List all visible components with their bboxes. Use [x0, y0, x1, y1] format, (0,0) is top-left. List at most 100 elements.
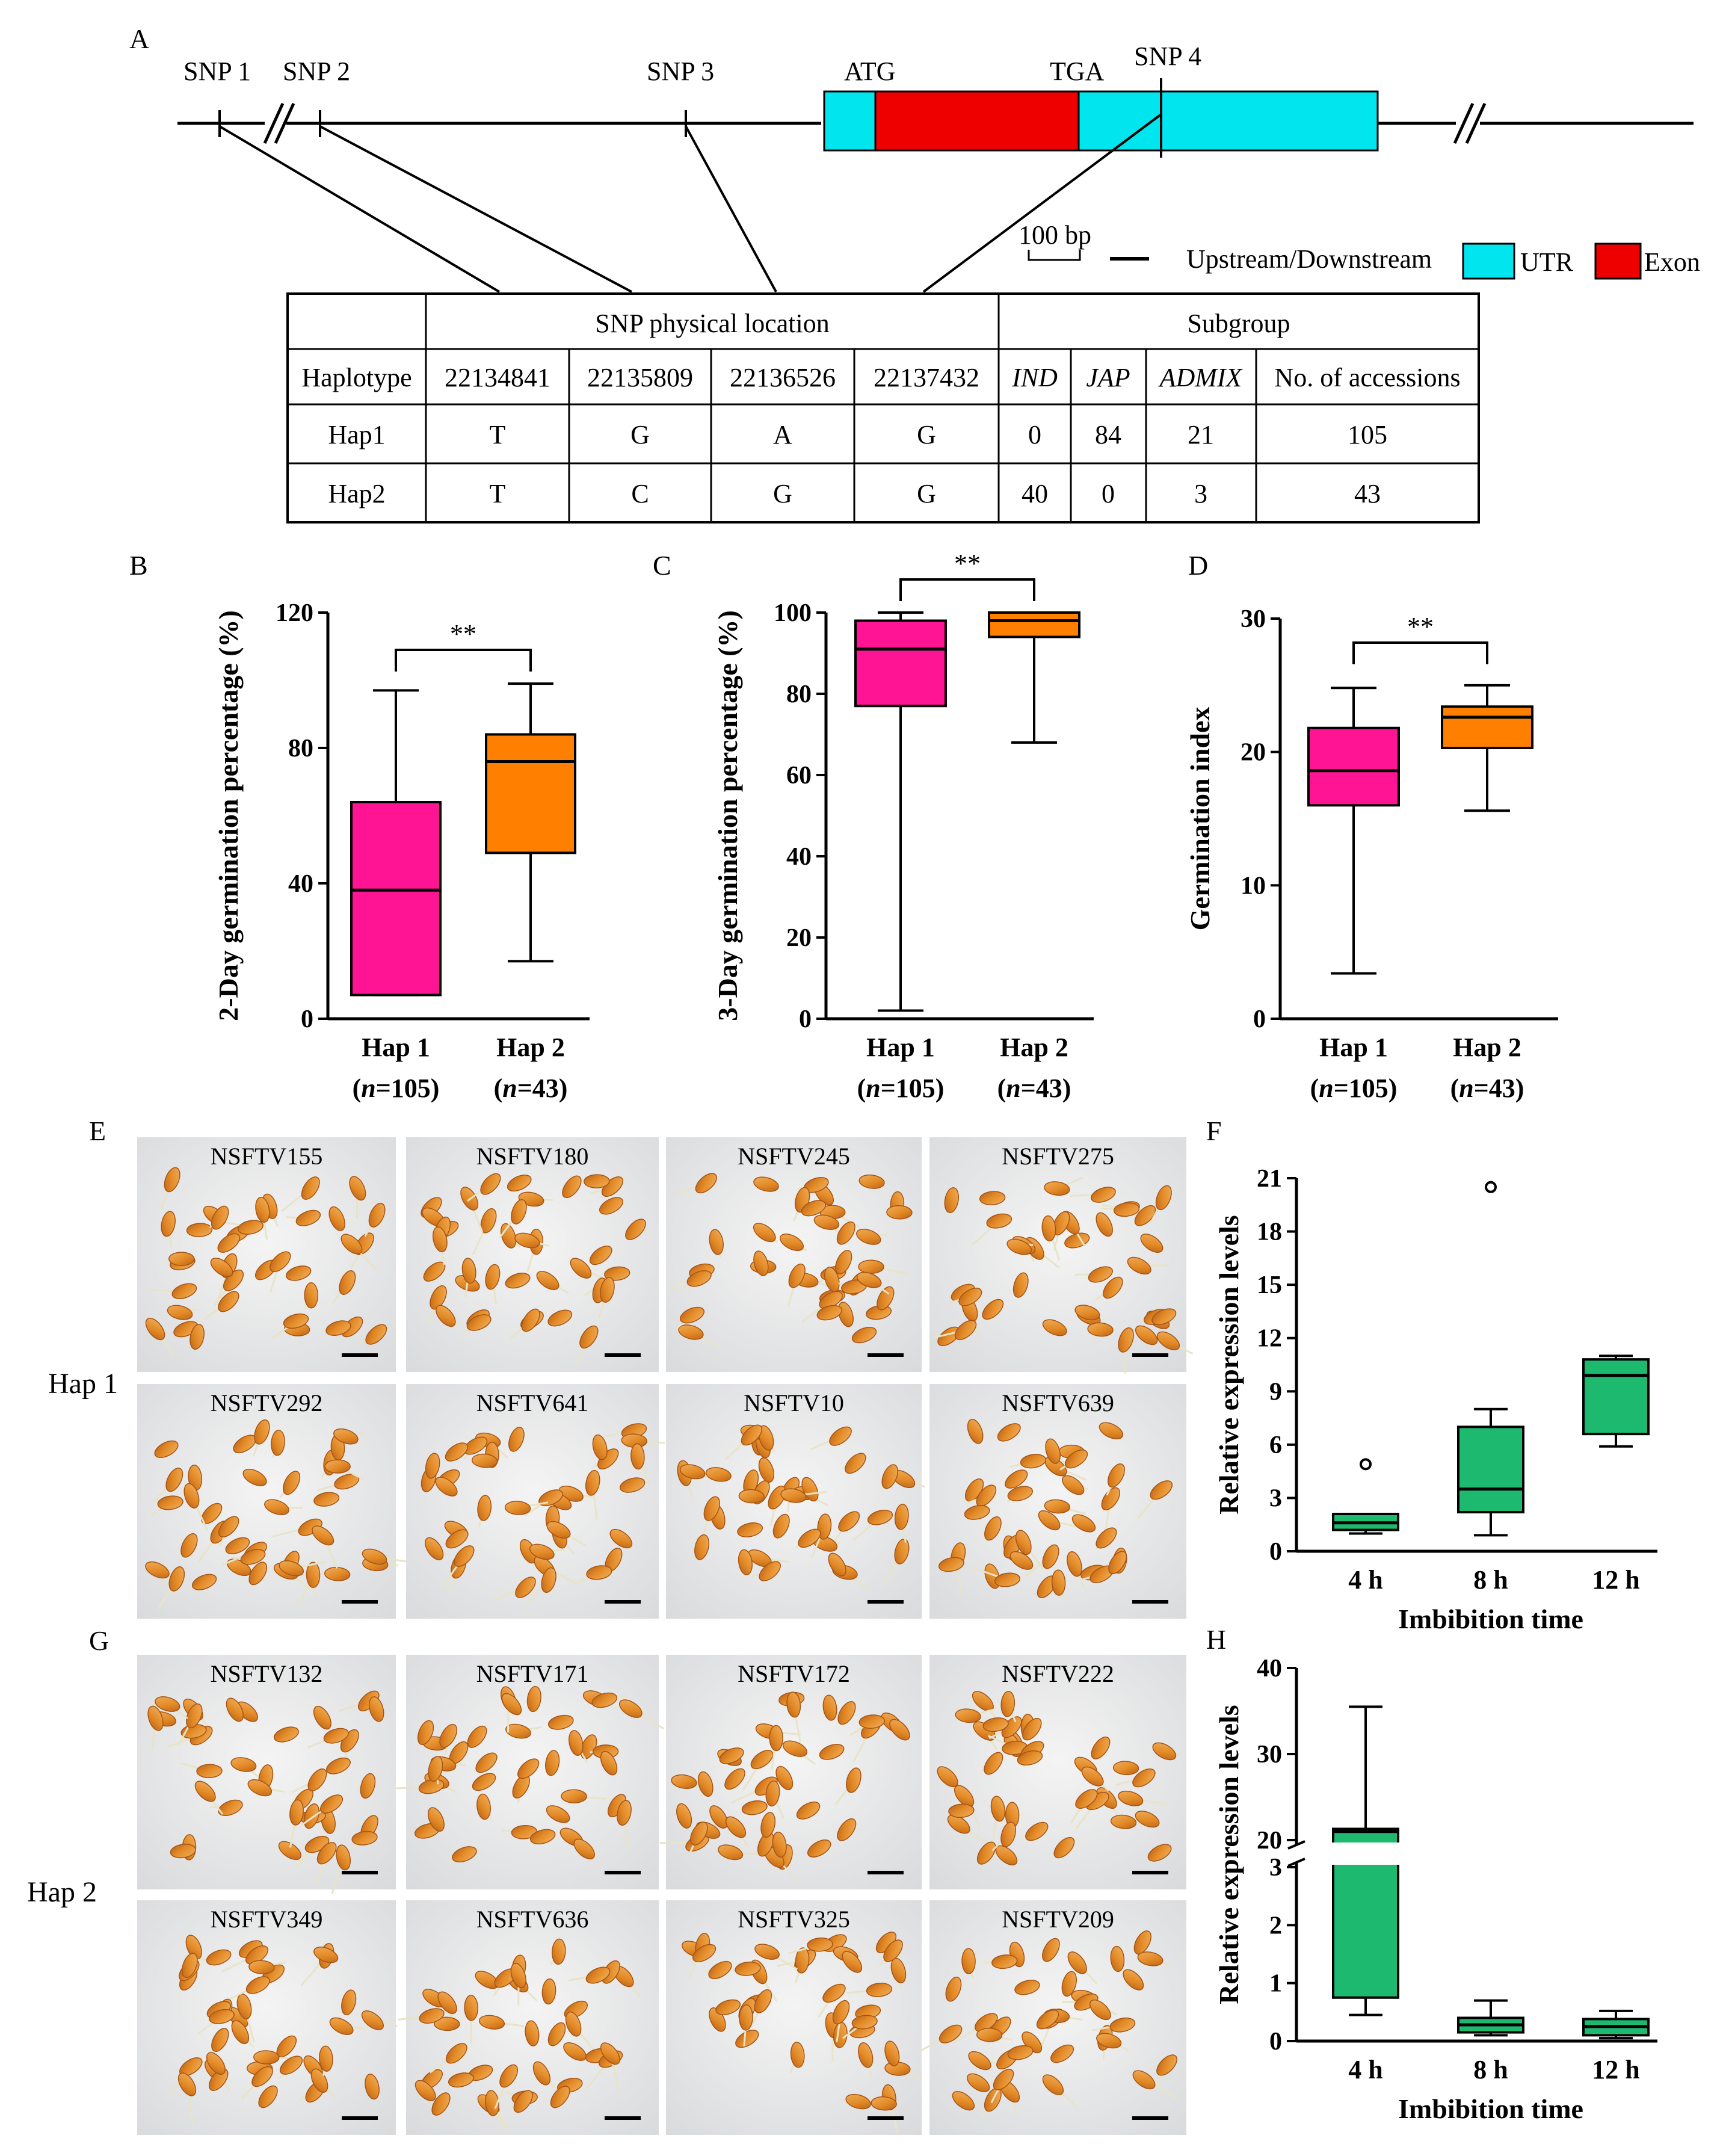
- seed-photo: NSFTV180: [406, 1137, 659, 1372]
- y-tick-label: 0: [1269, 2028, 1282, 2056]
- seed: [982, 1299, 1004, 1320]
- seed: [360, 1773, 376, 1799]
- seed: [238, 1220, 264, 1235]
- seed: [515, 1577, 536, 1598]
- seed: [445, 2043, 467, 2064]
- legend-exon-label: Exon: [1644, 247, 1700, 277]
- seed: [1137, 1951, 1164, 1966]
- seed: [990, 1796, 1006, 1822]
- utr-3prime: [1077, 90, 1379, 152]
- seed-photo: NSFTV155: [137, 1137, 396, 1372]
- legend-utr-swatch: [1462, 242, 1515, 280]
- y-tick-label: 12: [1257, 1325, 1282, 1353]
- seed: [796, 1801, 821, 1820]
- seed: [1091, 1736, 1111, 1759]
- seed: [313, 1705, 331, 1730]
- seed: [550, 2086, 570, 2108]
- seed: [301, 1176, 320, 1200]
- seed: [171, 1283, 197, 1299]
- chart-b-2day-germination: 0 40 80 120 2-Day germination percentage (%)…: [213, 599, 590, 1103]
- seed: [521, 1308, 540, 1332]
- seed: [511, 1199, 527, 1225]
- seed: [883, 1939, 903, 1962]
- seed: [253, 2050, 280, 2065]
- seed: [570, 1258, 592, 1279]
- seed: [278, 1841, 302, 1861]
- break-mark: [263, 102, 285, 144]
- seed: [206, 2052, 226, 2075]
- seed: [1156, 1331, 1180, 1350]
- seed: [231, 2020, 250, 2045]
- seed: [480, 1173, 501, 1195]
- seed: [600, 2042, 620, 2065]
- y-tick-label: 30: [1241, 605, 1266, 633]
- seed: [788, 1263, 806, 1288]
- seed: [979, 1191, 1006, 1206]
- seed: [562, 1175, 582, 1199]
- table-cell: G: [917, 479, 936, 508]
- seed: [1081, 1766, 1104, 1787]
- y-axis-label: Relative expression levels: [1213, 1705, 1244, 2004]
- seed: [325, 1320, 351, 1336]
- seed-photo: NSFTV222: [929, 1655, 1186, 1889]
- seed: [1113, 1202, 1140, 1217]
- seed: [168, 1566, 185, 1592]
- seed: [1074, 1305, 1100, 1321]
- seed: [725, 1816, 747, 1838]
- seed: [428, 1756, 443, 1782]
- seed: [937, 1766, 958, 1788]
- x-category-label: Hap 1: [362, 1033, 430, 1062]
- y-tick-label: 0: [301, 1005, 313, 1033]
- seed: [218, 1291, 239, 1312]
- seed: [829, 1426, 852, 1446]
- exon: [874, 90, 1080, 152]
- seed: [478, 2015, 505, 2030]
- seed: [1096, 1527, 1117, 1549]
- seed: [753, 1223, 776, 1243]
- seed: [431, 2092, 451, 2116]
- seed: [1103, 1276, 1123, 1299]
- seed: [982, 1717, 1009, 1732]
- seed: [1096, 2033, 1122, 2049]
- seed: [145, 1317, 165, 1341]
- x-category-label: 4 h: [1348, 1565, 1382, 1595]
- y-tick-label: 120: [276, 599, 313, 627]
- accession-label: NSFTV636: [476, 1906, 589, 1933]
- seed: [1135, 1325, 1158, 1345]
- seed: [324, 1459, 351, 1474]
- table-column-header: IND: [1011, 363, 1058, 392]
- seed: [832, 2000, 850, 2025]
- seed: [835, 1250, 852, 1274]
- seed: [856, 1271, 882, 1288]
- y-tick-label: 10: [1241, 872, 1266, 900]
- table-cell: G: [773, 479, 792, 508]
- seed: [579, 1325, 599, 1349]
- seed: [1061, 1971, 1077, 1997]
- significance-label: **: [450, 619, 476, 649]
- box-break-gap: [1331, 1842, 1401, 1865]
- snp1-label: SNP 1: [183, 57, 251, 86]
- y-axis-label: 3-Day germination percentage (%): [712, 610, 743, 1021]
- legend-exon-swatch: [1594, 242, 1642, 280]
- x-category-label: Hap 1: [1319, 1033, 1388, 1062]
- seed-photo: NSFTV172: [659, 1655, 922, 1889]
- seed: [1088, 1266, 1113, 1283]
- seed: [741, 1424, 763, 1446]
- y-tick-label: 6: [1269, 1432, 1282, 1459]
- table-cell: 0: [1028, 420, 1041, 449]
- accession-label: NSFTV155: [211, 1143, 323, 1170]
- panel-letter-e: E: [89, 1116, 106, 1146]
- accession-label: NSFTV325: [738, 1906, 850, 1933]
- table-cell: T: [490, 479, 506, 508]
- table-column-header: 22136526: [730, 363, 836, 392]
- seed: [984, 1516, 1002, 1541]
- seed: [532, 2061, 551, 2086]
- seed: [339, 1270, 356, 1295]
- seed: [145, 1561, 170, 1579]
- x-category-label: Hap 1: [866, 1033, 935, 1062]
- seed: [1044, 1499, 1070, 1514]
- seed-photo: NSFTV10: [666, 1384, 926, 1619]
- seed: [679, 1306, 705, 1324]
- n-symbol: n: [502, 1073, 517, 1103]
- stop-codon-label: TGA: [1050, 57, 1105, 86]
